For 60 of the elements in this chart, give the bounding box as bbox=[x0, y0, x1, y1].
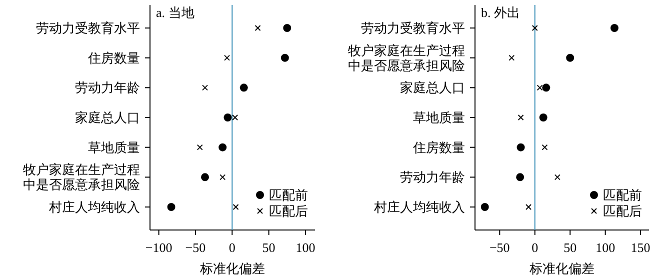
point bbox=[220, 174, 226, 180]
point bbox=[254, 25, 261, 31]
point bbox=[224, 114, 232, 122]
point bbox=[518, 114, 524, 120]
x-tick-label: −50 bbox=[185, 240, 206, 255]
point bbox=[566, 54, 574, 62]
y-tick-label: 家庭总人口 bbox=[75, 110, 140, 125]
x-axis-title: 标准化偏差 bbox=[199, 261, 265, 276]
point bbox=[536, 84, 543, 91]
point bbox=[542, 84, 550, 92]
point bbox=[516, 173, 524, 182]
y-tick-label: 住房数量 bbox=[412, 140, 465, 155]
y-tick-label: 劳动力年龄 bbox=[75, 80, 140, 96]
y-tick-label: 村庄人均纯收入 bbox=[48, 200, 140, 214]
point bbox=[280, 54, 289, 62]
y-tick-label: 劳动力受教育水平 bbox=[361, 20, 465, 36]
point bbox=[542, 144, 548, 150]
point bbox=[196, 144, 203, 150]
legend-label: 匹配后 bbox=[603, 204, 642, 218]
x-tick-label: 50 bbox=[262, 240, 276, 255]
chart-title: a. 当地 bbox=[156, 5, 194, 20]
point bbox=[508, 54, 515, 61]
y-tick-label: 家庭总人口 bbox=[400, 80, 465, 96]
x-tick-label: −100 bbox=[145, 240, 172, 255]
y-tick-label: 劳动力受教育水平 bbox=[36, 20, 140, 36]
point bbox=[224, 54, 230, 61]
x-tick-label: 100 bbox=[296, 240, 316, 255]
x-tick-label: 50 bbox=[564, 240, 577, 255]
x-tick-label: 150 bbox=[630, 240, 650, 255]
point bbox=[201, 173, 209, 182]
point bbox=[610, 24, 618, 32]
legend-label: 匹配后 bbox=[269, 204, 308, 218]
point bbox=[532, 25, 538, 31]
legend-label: 匹配前 bbox=[269, 188, 308, 202]
x-tick-label: 0 bbox=[228, 240, 236, 255]
point bbox=[218, 143, 227, 152]
point bbox=[526, 204, 532, 210]
y-tick-label: 草地质量 bbox=[88, 140, 140, 155]
x-axis-title: 标准化偏差 bbox=[528, 261, 594, 276]
x-tick-label: 0 bbox=[532, 240, 538, 255]
point bbox=[240, 84, 248, 92]
point bbox=[539, 114, 548, 122]
point bbox=[516, 143, 525, 152]
y-tick-label: 住房数量 bbox=[87, 50, 140, 66]
legend-label: 匹配前 bbox=[603, 188, 642, 202]
chart-title: b. 外出 bbox=[481, 5, 520, 20]
x-tick-label: 100 bbox=[596, 240, 616, 255]
point bbox=[167, 203, 176, 211]
y-tick-label: 牧户家庭在生产过程中是否愿意承担风险 bbox=[23, 162, 140, 192]
point bbox=[480, 203, 489, 211]
point bbox=[202, 84, 208, 91]
point bbox=[232, 114, 238, 120]
point bbox=[554, 174, 560, 180]
y-tick-label: 村庄人均纯收入 bbox=[373, 200, 465, 214]
y-tick-label: 草地质量 bbox=[413, 110, 465, 125]
x-tick-label: −50 bbox=[489, 240, 510, 255]
point bbox=[283, 24, 292, 32]
y-tick-label: 牧户家庭在生产过程中是否愿意承担风险 bbox=[348, 42, 465, 73]
point bbox=[232, 204, 239, 210]
y-tick-label: 劳动力年龄 bbox=[400, 170, 465, 185]
